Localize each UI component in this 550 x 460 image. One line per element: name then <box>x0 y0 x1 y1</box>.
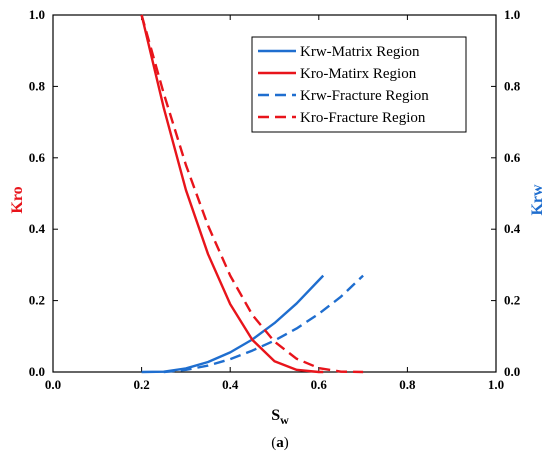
legend-box <box>251 36 467 133</box>
x-tick-label: 0.8 <box>399 377 416 392</box>
x-tick-label: 0.6 <box>311 377 328 392</box>
x-axis-title-main: S <box>271 407 280 424</box>
plot-border <box>52 14 497 373</box>
y-left-tick-label: 0.2 <box>29 293 45 308</box>
y-left-axis-ticks: 0.0 0.2 0.4 0.6 0.8 1.0 <box>29 7 58 379</box>
y-left-axis-title: Kro <box>9 186 26 213</box>
legend-label: Krw-Fracture Region <box>300 88 429 104</box>
y-left-tick-label: 0.8 <box>29 78 46 93</box>
y-right-tick-label: 0.4 <box>504 221 521 236</box>
caption-close: ) <box>284 435 289 451</box>
x-tick-label: 1.0 <box>488 377 504 392</box>
series-lines <box>140 14 364 374</box>
series-line-3 <box>163 274 364 374</box>
y-right-tick-label: 1.0 <box>504 7 520 22</box>
x-tick-label: 0.2 <box>133 377 149 392</box>
y-right-tick-label: 0.8 <box>504 78 521 93</box>
legend-label: Kro-Matirx Region <box>300 66 417 82</box>
y-right-axis-ticks: 0.0 0.2 0.4 0.6 0.8 1.0 <box>491 7 521 379</box>
y-right-tick-label: 0.0 <box>504 364 520 379</box>
y-left-tick-label: 0.0 <box>29 364 45 379</box>
legend-label: Kro-Fracture Region <box>300 110 426 126</box>
y-left-tick-label: 0.4 <box>29 221 46 236</box>
series-line-2 <box>140 14 324 374</box>
caption-open: ( <box>271 435 276 451</box>
legend-label: Krw-Matrix Region <box>300 44 420 60</box>
y-left-tick-label: 1.0 <box>29 7 45 22</box>
series-line-4 <box>140 14 364 374</box>
x-axis-title: Sw <box>271 407 289 427</box>
plot-frame <box>52 14 497 373</box>
y-right-tick-label: 0.2 <box>504 293 520 308</box>
x-tick-label: 0.0 <box>45 377 61 392</box>
figure-caption: (a) <box>271 435 289 451</box>
y-left-tick-label: 0.6 <box>29 150 46 165</box>
y-right-tick-label: 0.6 <box>504 150 521 165</box>
legend: Krw-Matrix Region Kro-Matirx Region Krw-Fr… <box>251 36 467 133</box>
y-right-axis-title: Krw <box>529 184 546 216</box>
caption-letter: a <box>276 435 284 451</box>
x-axis-title-sub: w <box>280 413 289 427</box>
x-tick-label: 0.4 <box>222 377 239 392</box>
